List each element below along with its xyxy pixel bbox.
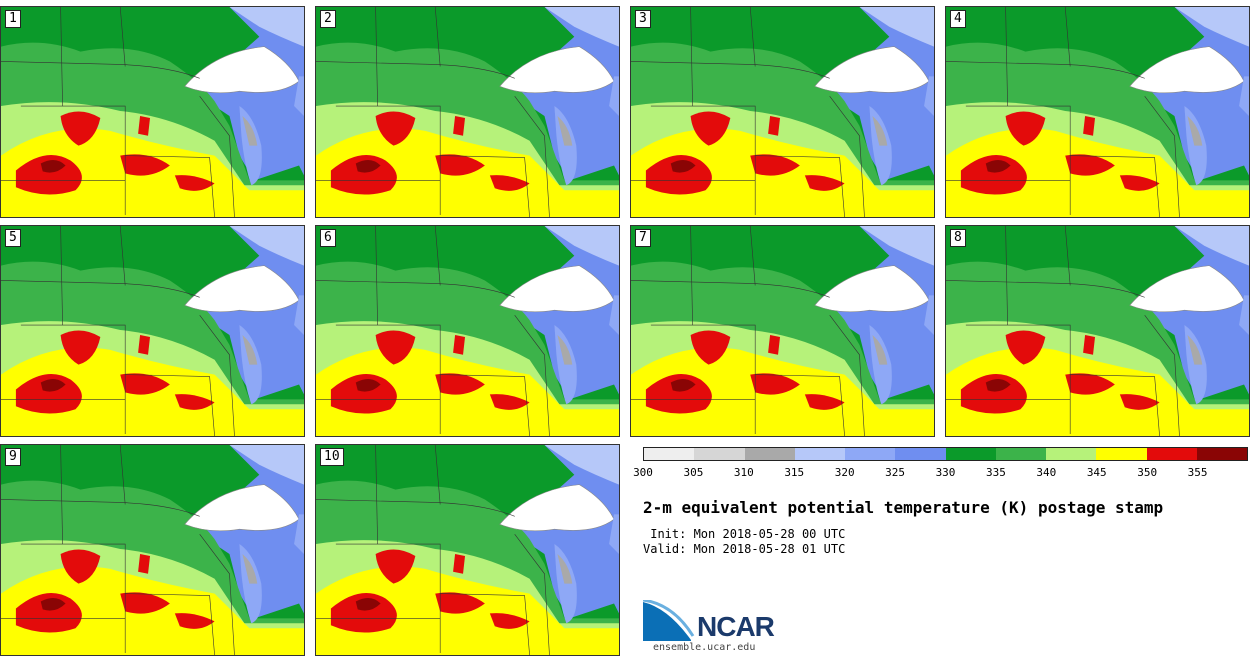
color-bar-tick-label: 305 [683, 466, 704, 479]
init-time: Init: Mon 2018-05-28 00 UTC [643, 527, 846, 541]
member-map [1, 445, 304, 655]
ncar-logo-icon [643, 600, 695, 641]
panel-label: 2 [320, 10, 336, 28]
panel-7: 7 [630, 225, 935, 437]
panel-label: 1 [5, 10, 21, 28]
color-bar-segment [895, 448, 946, 460]
color-bar-segment [1046, 448, 1097, 460]
color-bar-segment [845, 448, 896, 460]
member-map [316, 226, 619, 436]
color-bar-segment [1146, 448, 1197, 460]
panel-label: 3 [635, 10, 651, 28]
member-map [1, 226, 304, 436]
color-bar-tick-label: 310 [733, 466, 754, 479]
color-bar-tick-label: 315 [784, 466, 805, 479]
valid-time: Valid: Mon 2018-05-28 01 UTC [643, 542, 846, 556]
color-bar-tick-label: 345 [1086, 466, 1107, 479]
color-bar-tick-label: 320 [834, 466, 855, 479]
panel-1: 1 [0, 6, 305, 218]
color-bar-tick-label: 300 [633, 466, 653, 479]
color-bar-segment [945, 448, 996, 460]
plot-title: 2-m equivalent potential temperature (K)… [643, 498, 1164, 517]
ncar-logo-text: NCAR [697, 611, 775, 642]
member-map [631, 7, 934, 217]
panel-8: 8 [945, 225, 1250, 437]
panel-label: 7 [635, 229, 651, 247]
panel-label: 4 [950, 10, 966, 28]
color-bar-tick-labels: 300 305 310 315 320 325 330 335 340 345 350 355 [633, 466, 1248, 480]
ncar-url: ensemble.ucar.edu [653, 642, 756, 653]
panel-5: 5 [0, 225, 305, 437]
color-bar-tick-label: 325 [885, 466, 906, 479]
panel-3: 3 [630, 6, 935, 218]
color-bar-segment [644, 448, 695, 460]
color-bar-tick-label: 350 [1137, 466, 1158, 479]
color-bar-segment [1096, 448, 1147, 460]
color-bar-tick-label: 355 [1187, 466, 1208, 479]
panel-2: 2 [315, 6, 620, 218]
panel-label: 9 [5, 448, 21, 466]
member-map [1, 7, 304, 217]
color-bar-tick-label: 340 [1036, 466, 1057, 479]
color-bar-segment [744, 448, 795, 460]
panel-10: 10 [315, 444, 620, 656]
color-bar [643, 447, 1248, 461]
color-bar-tick-label: 330 [935, 466, 956, 479]
panel-9: 9 [0, 444, 305, 656]
panel-4: 4 [945, 6, 1250, 218]
color-bar-segment [1196, 448, 1247, 460]
panel-label: 8 [950, 229, 966, 247]
panel-6: 6 [315, 225, 620, 437]
panel-label: 10 [320, 448, 344, 466]
member-map [946, 7, 1249, 217]
panel-label: 5 [5, 229, 21, 247]
init-valid-times: Init: Mon 2018-05-28 00 UTC Valid: Mon 2… [643, 527, 845, 557]
color-bar-segment [995, 448, 1046, 460]
member-map [631, 226, 934, 436]
member-map [316, 7, 619, 217]
color-bar-segment [794, 448, 845, 460]
member-map [946, 226, 1249, 436]
color-bar-tick-label: 335 [985, 466, 1006, 479]
panel-label: 6 [320, 229, 336, 247]
member-map [316, 445, 619, 655]
color-bar-segment [694, 448, 745, 460]
